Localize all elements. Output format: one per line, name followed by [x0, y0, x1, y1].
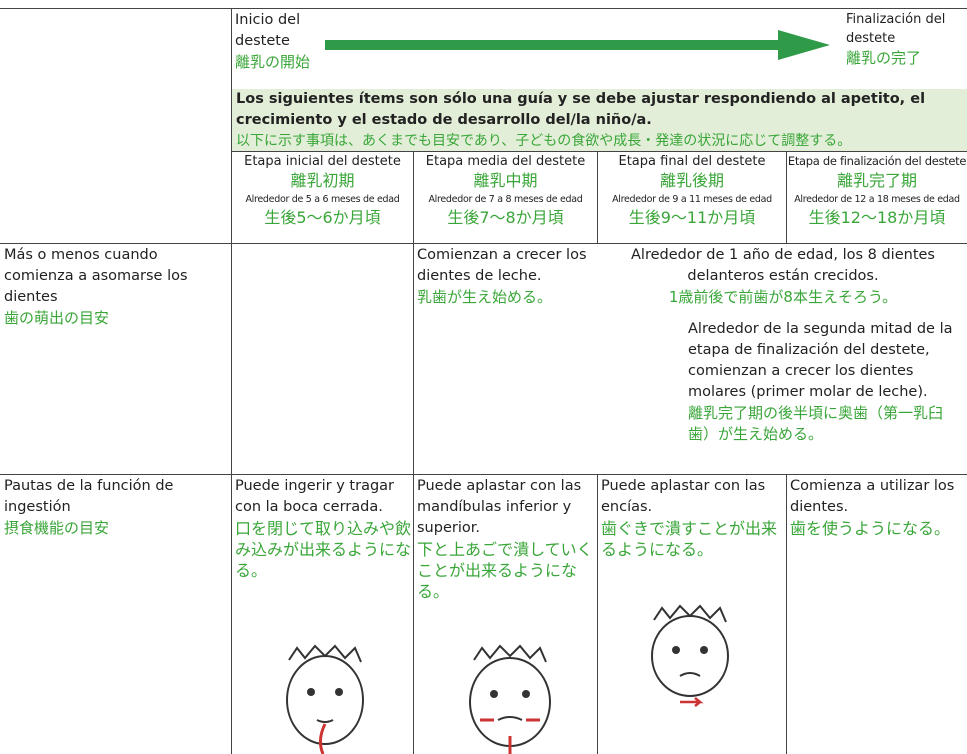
text: Etapa media del destete: [425, 154, 586, 169]
text: Alrededor de la segunda mitad de la etap…: [688, 321, 953, 400]
text: 生後7〜8か月頃: [447, 208, 564, 227]
rule: [413, 151, 414, 754]
start-label: Inicio del destete 離乳の開始: [235, 10, 325, 73]
rule: [597, 474, 598, 754]
text: 下と上あごで潰していくことが出来るようになる。: [417, 540, 593, 601]
cell: Puede ingerir y tragar con la boca cerra…: [235, 476, 412, 581]
text: 生後9〜11か月頃: [628, 208, 756, 227]
text: Comienza a utilizar los dientes.: [790, 478, 955, 515]
text: Etapa final del destete: [618, 154, 766, 169]
text: Puede ingerir y tragar con la boca cerra…: [235, 478, 395, 515]
row-label: Pautas de la función de ingestión 摂食機能の目…: [4, 476, 229, 539]
cell: Puede aplastar con las mandíbulas inferi…: [417, 476, 596, 602]
text: 1歳前後で前歯が8本生えそろう。: [668, 288, 898, 306]
face-illustration: [286, 644, 364, 754]
stage-header: Etapa inicial del destete 離乳初期 Alrededor d…: [232, 152, 413, 228]
text: 口を閉じて取り込みや飲み込みが出来るようになる。: [235, 519, 412, 580]
face-illustration: [469, 644, 551, 754]
text: Etapa de finalización del destete: [787, 154, 967, 168]
text: Alrededor de 12 a 18 meses de edad: [794, 194, 960, 205]
text: Alrededor de 5 a 6 meses de edad: [245, 194, 400, 205]
cell: Alrededor de 1 año de edad, los 8 diente…: [600, 245, 966, 308]
end-label: Finalización del destete 離乳の完了: [846, 10, 966, 69]
arrow: [325, 30, 830, 60]
text: Puede aplastar con las mandíbulas inferi…: [417, 478, 582, 536]
text: 歯の萌出の目安: [4, 309, 110, 327]
text: Alrededor de 1 año de edad, los 8 diente…: [631, 247, 935, 284]
face-illustration: [651, 604, 729, 707]
rule: [786, 151, 787, 243]
text: Finalización del destete: [846, 12, 946, 46]
note: Los siguientes ítems son sólo una guía y…: [232, 89, 967, 151]
text: 歯ぐきで潰すことが出来るようになる。: [601, 519, 778, 559]
text: Puede aplastar con las encías.: [601, 478, 766, 515]
row-label: Más o menos cuando comienza a asomarse l…: [4, 245, 229, 329]
cell: Alrededor de la segunda mitad de la etap…: [688, 319, 958, 445]
text: Inicio del destete: [235, 12, 301, 49]
text: Los siguientes ítems son sólo una guía y…: [236, 91, 926, 128]
text: 離乳初期: [290, 171, 355, 190]
text: 乳歯が生え始める。: [417, 288, 553, 306]
text: 生後12〜18か月頃: [808, 208, 946, 227]
rule: [786, 474, 787, 754]
text: 生後5〜6か月頃: [264, 208, 381, 227]
rule: [0, 8, 967, 9]
rule: [0, 474, 967, 475]
text: 離乳後期: [659, 171, 724, 190]
text: 歯を使うようになる。: [790, 519, 951, 538]
cell: Comienzan a crecer los dientes de leche.…: [417, 245, 595, 308]
text: 摂食機能の目安: [4, 519, 110, 537]
text: Alrededor de 7 a 8 meses de edad: [428, 194, 583, 205]
text: Pautas de la función de ingestión: [4, 478, 174, 515]
text: 離乳の開始: [235, 53, 311, 71]
stage-header: Etapa final del destete 離乳後期 Alrededor de …: [598, 152, 786, 228]
stage-header: Etapa de finalización del destete 離乳完了期 Al…: [787, 152, 967, 228]
text: 離乳完了期の後半頃に奥歯（第一乳臼歯）が生え始める。: [688, 404, 944, 443]
rule: [0, 243, 967, 244]
text: 離乳完了期: [836, 171, 917, 190]
text: 離乳中期: [473, 171, 538, 190]
text: 以下に示す事項は、あくまでも目安であり、子どもの食欲や成長・発達の状況に応じて調…: [236, 133, 852, 149]
text: 離乳の完了: [846, 49, 922, 67]
text: Alrededor de 9 a 11 meses de edad: [612, 194, 772, 205]
text: Etapa inicial del destete: [244, 154, 401, 169]
rule: [597, 151, 598, 243]
cell: Puede aplastar con las encías. 歯ぐきで潰すことが出…: [601, 476, 785, 560]
text: Comienzan a crecer los dientes de leche.: [417, 247, 587, 284]
rule: [231, 151, 967, 152]
text: Más o menos cuando comienza a asomarse l…: [4, 247, 188, 305]
rule: [231, 8, 232, 754]
cell: Comienza a utilizar los dientes. 歯を使うようにな…: [790, 476, 966, 539]
stage-header: Etapa media del destete 離乳中期 Alrededor de …: [414, 152, 597, 228]
